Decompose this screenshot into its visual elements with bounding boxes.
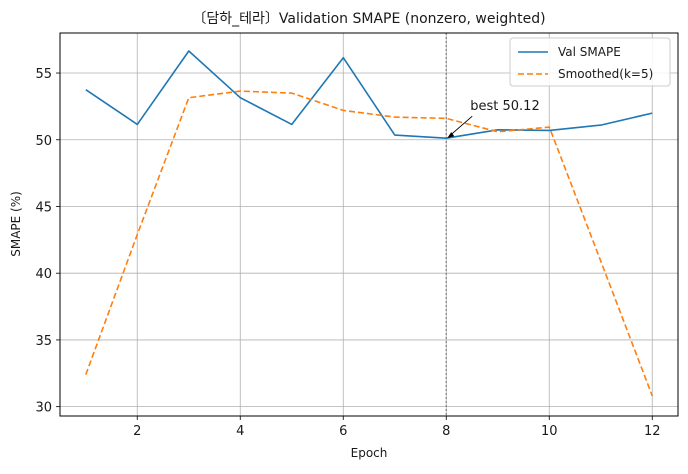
x-tick-label: 10 (541, 424, 558, 439)
annotation-arrow (448, 115, 473, 137)
annotation-arrowhead (447, 132, 455, 139)
plot-frame (59, 32, 679, 417)
annotation-label: best 50.12 (470, 99, 539, 114)
y-tick-label: 50 (35, 134, 52, 149)
y-tick-label: 40 (35, 267, 52, 282)
y-tick-label: 35 (35, 334, 52, 349)
legend-label: Smoothed(k=5) (558, 67, 653, 81)
axis-ticks: 2 4 6 8 10 12 30 35 40 45 50 55 (35, 67, 660, 439)
grid-lines (60, 33, 678, 416)
val-smape-line (85, 50, 653, 139)
y-tick-label: 45 (35, 200, 52, 215)
chart-title: 〔담하_테라〕Validation SMAPE (nonzero, weight… (192, 11, 545, 27)
x-tick-label: 6 (339, 424, 347, 439)
legend-box (509, 37, 671, 87)
legend: Val SMAPE Smoothed(k=5) (509, 37, 671, 87)
y-tick-label: 55 (35, 67, 52, 82)
x-tick-label: 12 (644, 424, 661, 439)
y-tick-label: 30 (35, 401, 52, 416)
y-axis-title: SMAPE (%) (9, 191, 23, 257)
x-axis-title: Epoch (351, 446, 388, 460)
smoothed-line (85, 90, 654, 397)
x-tick-label: 8 (442, 424, 450, 439)
legend-label: Val SMAPE (558, 45, 621, 59)
series-lines (85, 50, 654, 397)
best-annotation: best 50.12 (447, 99, 540, 139)
x-tick-label: 4 (236, 424, 244, 439)
x-tick-label: 2 (133, 424, 141, 439)
